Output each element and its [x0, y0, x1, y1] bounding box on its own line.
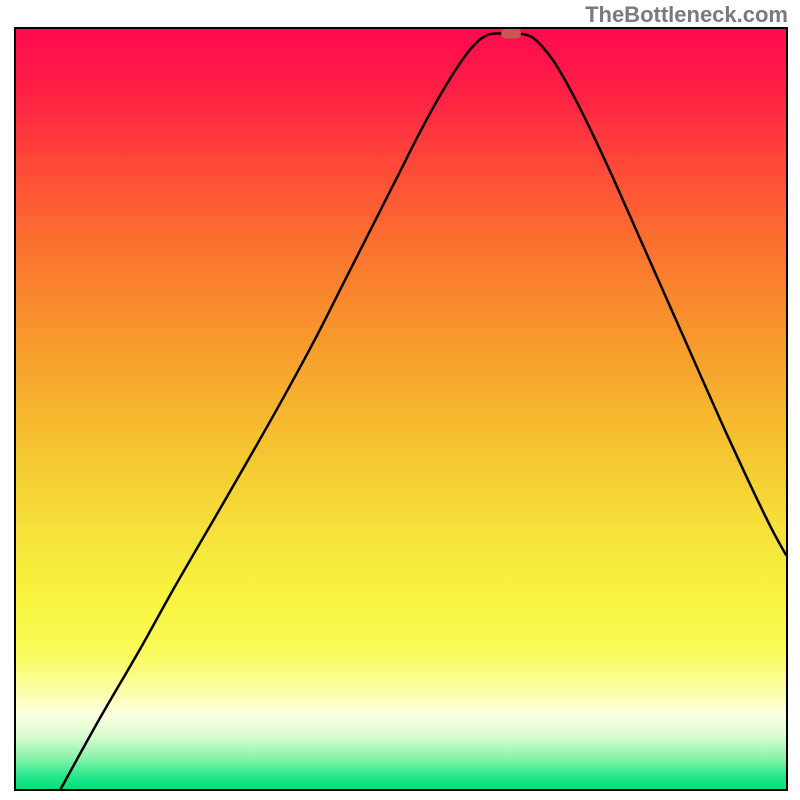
optimal-point-marker: [501, 29, 521, 39]
gradient-background: [16, 29, 786, 789]
chart-container: TheBottleneck.com: [0, 0, 800, 800]
watermark-text: TheBottleneck.com: [585, 2, 788, 28]
chart-svg: [14, 27, 788, 791]
chart-area: [14, 27, 788, 791]
